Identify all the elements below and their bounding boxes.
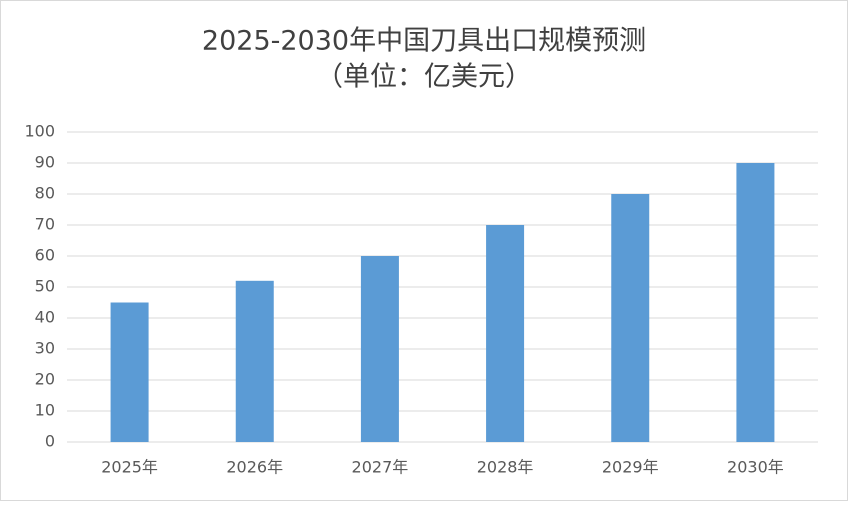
y-tick-label: 0 (45, 432, 55, 451)
bar (611, 194, 650, 442)
x-tick-label: 2030年 (727, 458, 784, 477)
y-tick-label: 40 (35, 308, 55, 327)
bar (110, 302, 149, 442)
y-tick-label: 30 (35, 339, 55, 358)
y-tick-label: 80 (35, 184, 55, 203)
x-tick-label: 2026年 (226, 458, 283, 477)
bar (235, 280, 274, 442)
x-tick-label: 2027年 (352, 458, 409, 477)
y-tick-label: 70 (35, 215, 55, 234)
x-tick-label: 2025年 (101, 458, 158, 477)
x-tick-label: 2028年 (477, 458, 534, 477)
y-tick-label: 100 (24, 122, 55, 141)
bar (486, 225, 525, 442)
y-tick-label: 60 (35, 246, 55, 265)
y-tick-label: 20 (35, 370, 55, 389)
y-tick-label: 90 (35, 153, 55, 172)
y-tick-label: 50 (35, 277, 55, 296)
x-tick-label: 2029年 (602, 458, 659, 477)
y-tick-label: 10 (35, 401, 55, 420)
bar (736, 163, 775, 442)
bar (360, 256, 399, 442)
chart-subtitle: （单位：亿美元） (316, 62, 532, 93)
chart-title: 2025-2030年中国刀具出口规模预测 (202, 26, 646, 57)
